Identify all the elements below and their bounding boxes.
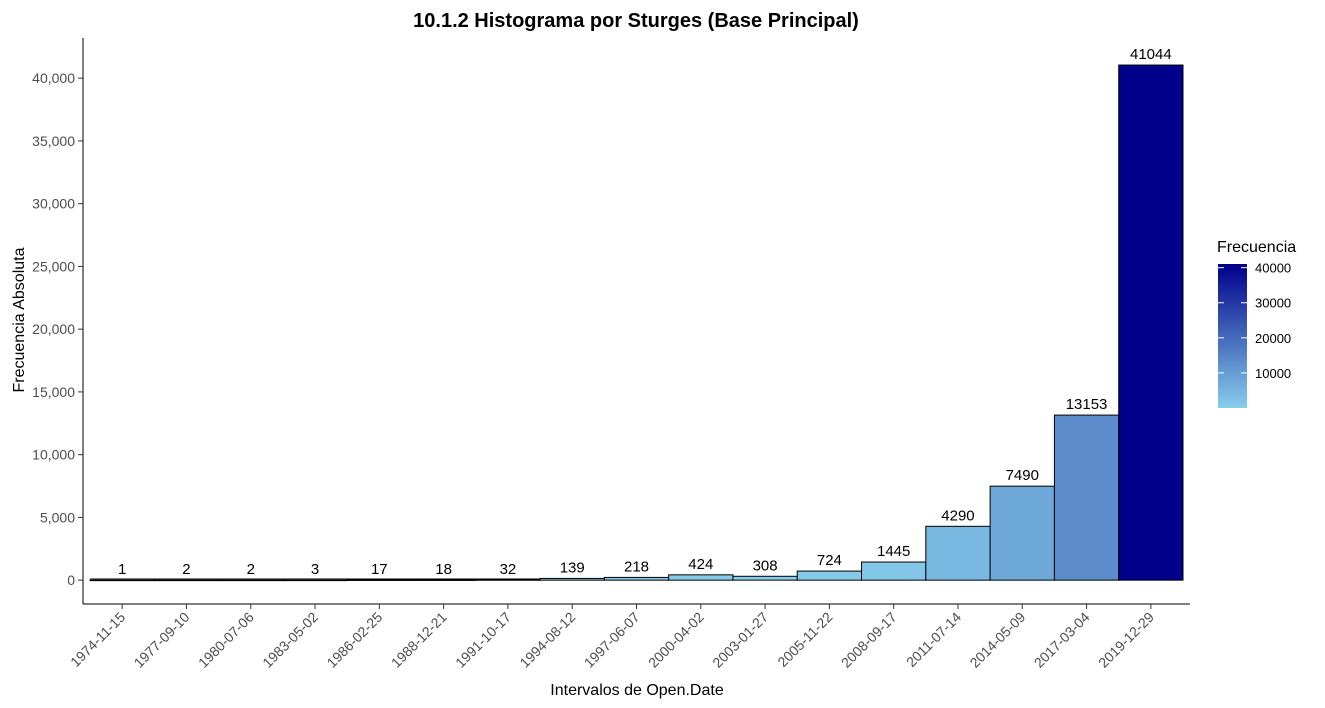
data-label-1980-07-06: 2 [247,561,255,578]
legend-tick-label: 30000 [1255,296,1291,311]
x-tick-label: 2014-05-09 [966,609,1028,671]
x-tick-label: 2000-04-02 [645,609,707,671]
legend-tick-label: 40000 [1255,261,1291,276]
bar-1980-07-06 [218,579,284,582]
bars-group [89,64,1184,582]
data-label-2017-03-04: 13153 [1066,396,1108,413]
data-labels-group: 1 2 2 3 17 18 32 139 218 424 308 724 1445 4290 7490 131… [118,46,1172,578]
bar-2011-07-14 [925,525,991,581]
bar-2003-01-27 [732,575,798,581]
data-label-1988-12-21: 18 [435,561,452,578]
y-tick-label: 30,000 [32,196,75,212]
bar-2008-09-17 [861,561,927,581]
x-tick-label: 1994-08-12 [516,609,578,671]
data-label-2014-05-09: 7490 [1006,467,1039,484]
x-tick-label: 1988-12-21 [388,609,450,671]
bar-1988-12-21 [410,579,477,581]
x-axis-title: Intervalos de Open.Date [550,682,724,699]
x-tick-label: 1997-06-07 [581,609,643,671]
x-tick-label: 2017-03-04 [1031,609,1093,671]
x-tick-label: 2008-09-17 [838,609,900,671]
data-label-1983-05-02: 3 [311,561,319,578]
bar-1974-11-15 [89,579,155,582]
data-label-2003-01-27: 308 [753,557,778,574]
bar-2017-03-04 [1053,414,1120,581]
y-tick-label: 10,000 [32,447,75,463]
bar-1994-08-12 [539,577,605,581]
y-tick-label: 25,000 [32,258,75,274]
y-axis-title: Frecuencia Absoluta [11,247,28,392]
bar-1986-02-25 [346,579,412,581]
x-tick-label: 2019-12-29 [1095,609,1157,671]
data-label-1997-06-07: 218 [624,558,649,575]
legend-ticks-group: 10000 20000 30000 40000 [1218,261,1291,381]
data-label-2011-07-14: 4290 [941,507,974,524]
y-tick-label: 40,000 [32,70,75,86]
bar-1997-06-07 [603,576,670,581]
data-label-2008-09-17: 1445 [877,543,910,560]
legend-tick-label: 20000 [1255,331,1291,346]
x-ticks-group: 1974-11-15 1977-09-10 1980-07-06 1983-05-02… [67,604,1157,671]
data-label-1977-09-10: 2 [182,561,190,578]
data-label-2019-12-29: 41044 [1130,46,1172,63]
bar-2014-05-09 [989,485,1055,581]
y-tick-label: 20,000 [32,321,75,337]
chart-title: 10.1.2 Histograma por Sturges (Base Prin… [413,10,859,32]
bar-1991-10-17 [475,579,541,581]
y-tick-label: 15,000 [32,384,75,400]
bar-1983-05-02 [282,579,348,582]
x-tick-label: 1977-09-10 [131,609,193,671]
data-label-1994-08-12: 139 [560,559,585,576]
legend-tick-label: 10000 [1255,366,1291,381]
bar-2005-11-22 [796,570,863,581]
x-tick-label: 1980-07-06 [195,609,257,671]
x-tick-label: 2005-11-22 [774,609,835,670]
data-label-2005-11-22: 724 [817,552,842,569]
y-ticks-group: 0 5,000 10,000 15,000 20,000 25,000 30,000 35,0… [32,70,83,588]
legend-colorbar [1218,264,1247,408]
y-tick-label: 5,000 [40,509,75,525]
x-tick-label: 2003-01-27 [709,609,771,671]
data-label-2000-04-02: 424 [688,556,713,573]
data-label-1991-10-17: 32 [500,561,517,578]
data-label-1986-02-25: 17 [371,561,388,578]
x-tick-label: 1991-10-17 [452,609,514,671]
x-tick-label: 1986-02-25 [323,609,385,671]
y-tick-label: 35,000 [32,133,75,149]
x-tick-label: 2011-07-14 [903,609,964,670]
bar-2000-04-02 [668,574,734,581]
color-legend: Frecuencia 10000 20000 30000 40000 [1217,239,1296,408]
bar-1977-09-10 [153,579,220,582]
data-label-1974-11-15: 1 [118,561,126,578]
bar-2019-12-29 [1118,64,1184,581]
x-tick-label: 1983-05-02 [259,609,321,671]
y-tick-label: 0 [67,572,75,588]
x-tick-label: 1974-11-15 [67,609,128,670]
legend-title: Frecuencia [1217,239,1296,256]
